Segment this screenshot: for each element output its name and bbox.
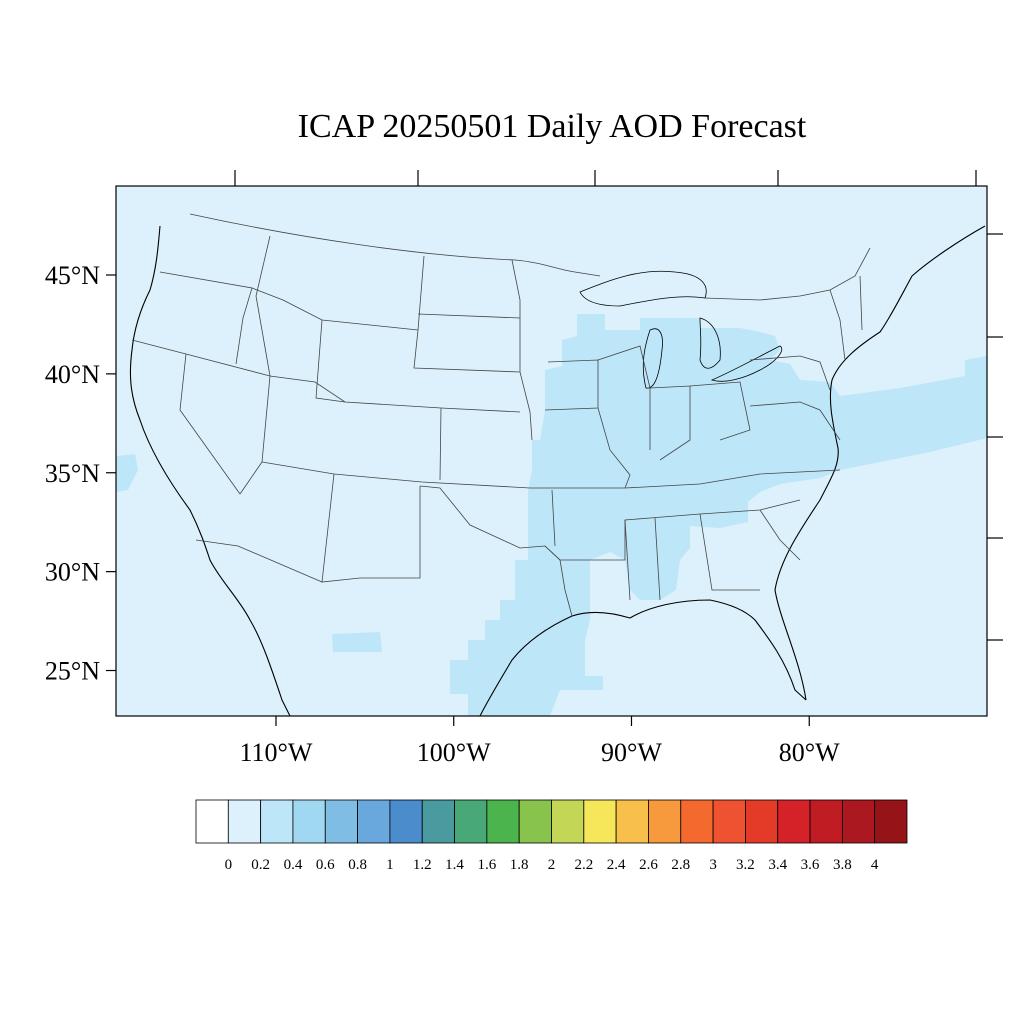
colorbar-label-4: 0.8 xyxy=(348,857,367,873)
map-frame xyxy=(115,185,988,717)
colorbar-label-8: 1.6 xyxy=(477,857,496,873)
aod-region-central xyxy=(450,314,987,716)
west-coastline xyxy=(129,225,291,716)
us-canada-border-east xyxy=(704,247,871,301)
colorbar-label-12: 2.4 xyxy=(607,857,626,873)
colorbar-swatch-18 xyxy=(777,799,811,844)
lon-tick-label-3: 80°W xyxy=(779,738,840,767)
colorbar-swatch-3 xyxy=(292,799,326,844)
map-panel xyxy=(115,185,988,717)
colorbar-swatch-21 xyxy=(874,799,908,844)
colorbar-label-19: 3.8 xyxy=(833,857,852,873)
colorbar-swatch-11 xyxy=(551,799,585,844)
colorbar-swatch-13 xyxy=(615,799,649,844)
lat-tick-label-4: 25°N xyxy=(45,657,100,686)
lon-tick-label-2: 90°W xyxy=(601,738,662,767)
colorbar-label-3: 0.6 xyxy=(316,857,335,873)
colorbar-label-13: 2.6 xyxy=(639,857,658,873)
lake-superior xyxy=(579,270,707,307)
colorbar-label-0: 0 xyxy=(225,857,233,873)
colorbar-swatch-0 xyxy=(195,799,229,844)
colorbar-swatch-16 xyxy=(712,799,746,844)
colorbar-label-6: 1.2 xyxy=(413,857,432,873)
colorbar-label-2: 0.4 xyxy=(284,857,303,873)
aod-region-west-coast xyxy=(116,454,138,492)
political-boundaries xyxy=(129,213,986,716)
colorbar-swatch-5 xyxy=(357,799,391,844)
colorbar-swatch-12 xyxy=(583,799,617,844)
colorbar-label-11: 2.2 xyxy=(574,857,593,873)
colorbar: 0 0.2 0.4 0.6 0.8 1 1.2 1.4 1.6 1.8 2 2.2 2.4 2.6 2.8 3… xyxy=(195,799,908,873)
colorbar-label-5: 1 xyxy=(386,857,394,873)
colorbar-label-14: 2.8 xyxy=(671,857,690,873)
colorbar-swatch-15 xyxy=(680,799,714,844)
colorbar-swatch-1 xyxy=(227,799,262,844)
east-coastline xyxy=(774,225,986,701)
colorbar-swatch-19 xyxy=(809,799,843,844)
us-canada-border xyxy=(189,213,601,277)
lat-tick-label-3: 30°N xyxy=(45,558,100,587)
colorbar-label-16: 3.2 xyxy=(736,857,755,873)
aod-field xyxy=(116,314,987,716)
lat-tick-label-2: 35°N xyxy=(45,459,100,488)
colorbar-label-20: 4 xyxy=(871,857,879,873)
colorbar-label-7: 1.4 xyxy=(445,857,464,873)
lon-tick-label-0: 110°W xyxy=(239,738,312,767)
gulf-coastline xyxy=(479,599,807,716)
colorbar-label-10: 2 xyxy=(548,857,556,873)
colorbar-label-15: 3 xyxy=(709,857,717,873)
colorbar-swatch-2 xyxy=(260,799,294,844)
colorbar-swatch-10 xyxy=(518,799,552,844)
axis-ticks: 45°N 40°N 35°N 30°N 25°N 110°W 100°W 90°W 80°W xyxy=(45,170,1003,767)
colorbar-swatch-7 xyxy=(421,799,455,844)
colorbar-swatch-8 xyxy=(454,799,488,844)
lon-tick-label-1: 100°W xyxy=(417,738,491,767)
aod-region-mexico xyxy=(332,632,382,652)
colorbar-swatch-4 xyxy=(324,799,358,844)
colorbar-swatch-9 xyxy=(486,799,520,844)
colorbar-swatch-20 xyxy=(841,799,876,844)
map-title: ICAP 20250501 Daily AOD Forecast xyxy=(297,108,807,145)
colorbar-label-17: 3.4 xyxy=(768,857,787,873)
lake-erie xyxy=(710,345,783,382)
colorbar-label-1: 0.2 xyxy=(251,857,270,873)
colorbar-swatch-6 xyxy=(389,799,423,844)
colorbar-swatch-17 xyxy=(745,799,779,844)
colorbar-label-9: 1.8 xyxy=(510,857,529,873)
colorbar-label-18: 3.6 xyxy=(801,857,820,873)
lake-huron xyxy=(699,317,721,369)
lat-tick-label-1: 40°N xyxy=(45,360,100,389)
colorbar-swatch-14 xyxy=(648,799,682,844)
lake-michigan xyxy=(642,328,663,389)
lat-tick-label-0: 45°N xyxy=(45,261,100,290)
